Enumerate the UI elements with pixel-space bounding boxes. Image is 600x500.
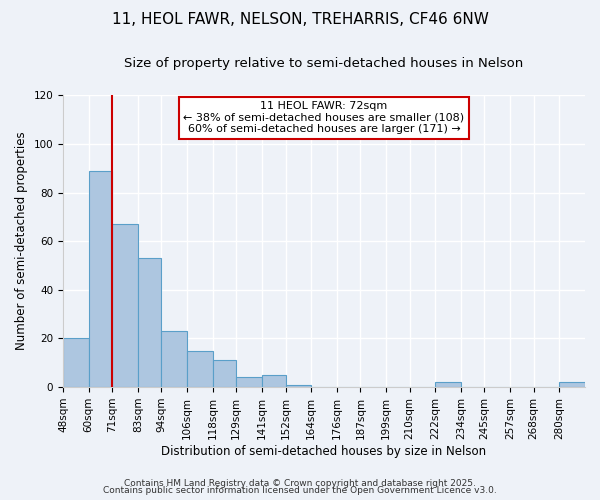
Bar: [286, 384, 311, 387]
Bar: [161, 331, 187, 387]
Bar: [262, 375, 286, 387]
X-axis label: Distribution of semi-detached houses by size in Nelson: Distribution of semi-detached houses by …: [161, 444, 487, 458]
Bar: [138, 258, 161, 387]
Bar: [112, 224, 138, 387]
Text: 11 HEOL FAWR: 72sqm
← 38% of semi-detached houses are smaller (108)
60% of semi-: 11 HEOL FAWR: 72sqm ← 38% of semi-detach…: [184, 101, 464, 134]
Bar: [213, 360, 236, 387]
Bar: [559, 382, 585, 387]
Y-axis label: Number of semi-detached properties: Number of semi-detached properties: [15, 132, 28, 350]
Bar: [187, 350, 213, 387]
Text: 11, HEOL FAWR, NELSON, TREHARRIS, CF46 6NW: 11, HEOL FAWR, NELSON, TREHARRIS, CF46 6…: [112, 12, 488, 28]
Bar: [63, 338, 89, 387]
Bar: [435, 382, 461, 387]
Text: Contains HM Land Registry data © Crown copyright and database right 2025.: Contains HM Land Registry data © Crown c…: [124, 478, 476, 488]
Title: Size of property relative to semi-detached houses in Nelson: Size of property relative to semi-detach…: [124, 58, 524, 70]
Bar: [236, 378, 262, 387]
Text: Contains public sector information licensed under the Open Government Licence v3: Contains public sector information licen…: [103, 486, 497, 495]
Bar: [89, 170, 112, 387]
